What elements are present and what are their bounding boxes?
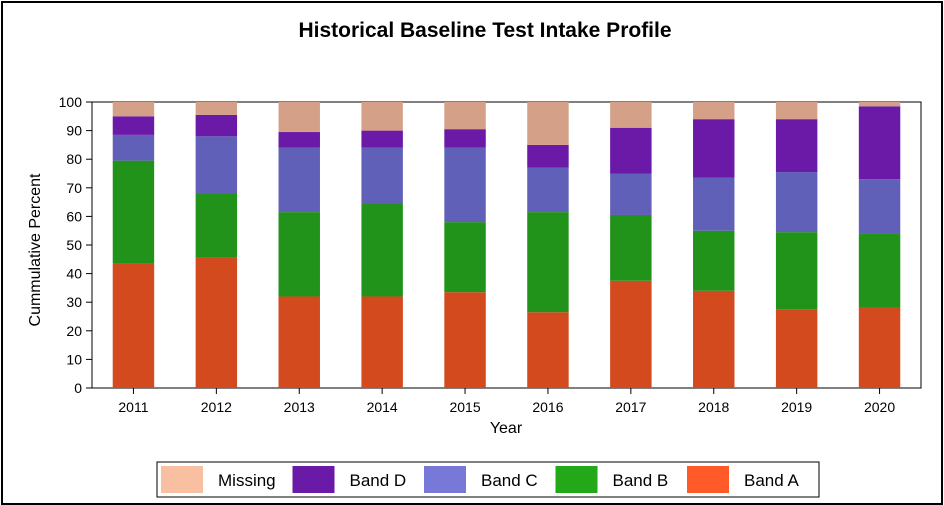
x-tick-label: 2017 [615,399,646,415]
bar-segment-band-a [278,296,320,388]
bar-segment-band-d [693,119,735,178]
bar-segment-band-b [610,214,652,281]
y-tick-label: 70 [66,180,82,196]
bar-segment-band-c [278,147,320,213]
bar-segment-band-b [278,212,320,297]
bar-segment-band-a [195,257,238,388]
bar-segment-band-a [858,307,901,388]
y-tick-label: 10 [66,351,82,367]
bar-segment-band-a [693,290,735,388]
bar-segment-band-c [858,179,901,234]
bar-segment-band-c [361,147,403,204]
bar-segment-missing [858,102,901,107]
x-tick-label: 2011 [118,399,148,415]
bar-segment-band-b [693,230,735,291]
bar-segment-band-b [112,160,155,264]
bar-segment-band-c [610,173,652,215]
bar-segment-missing [527,102,569,145]
bar-segment-band-a [112,263,155,388]
y-tick-label: 60 [66,208,82,224]
y-tick-label: 90 [66,123,82,139]
bar-segment-band-b [361,203,403,297]
bar-segment-missing [361,102,403,131]
bar-segment-missing [278,102,320,133]
legend: Missing Band D Band C Band B Band A [161,466,799,493]
bar-segment-band-c [195,136,238,194]
legend-label: Band C [481,471,538,490]
x-tick-label: 2013 [284,399,315,415]
x-tick-label: 2012 [201,399,232,415]
bar-segment-band-c [775,172,818,233]
y-tick-label: 100 [59,94,83,110]
y-tick-label: 20 [66,323,82,339]
legend-swatch [424,466,466,493]
bar-segment-band-d [278,132,320,148]
y-tick-label: 50 [66,237,82,253]
bar-segment-band-d [361,130,403,148]
legend-swatch [687,466,729,493]
bar-segment-missing [610,102,652,128]
chart-title: Historical Baseline Test Intake Profile [298,19,671,42]
y-tick-label: 40 [66,266,82,282]
bar-segment-missing [444,102,486,130]
x-tick-label: 2015 [449,399,480,415]
x-tick-label: 2014 [367,399,398,415]
bar-segment-band-d [610,127,652,174]
legend-swatch [161,466,203,493]
bar-segment-band-a [527,312,569,388]
bar-segment-band-b [775,232,818,310]
legend-swatch [555,466,598,493]
bar-segment-band-c [527,167,569,213]
bar-segment-band-a [775,309,818,388]
bar-segment-band-a [444,292,486,388]
bar-segment-band-d [858,106,901,180]
bar-segment-band-a [361,296,403,388]
bar-segment-band-b [858,233,901,308]
y-tick-label: 30 [66,294,82,310]
bar-segment-band-a [610,280,652,388]
bar-segment-band-b [527,212,569,313]
legend-label: Missing [218,471,276,490]
bar-segment-band-c [444,147,486,223]
bar-segment-missing [775,102,818,120]
bar-segment-band-c [112,134,155,161]
x-tick-label: 2016 [532,399,563,415]
bar-segment-band-d [527,144,569,168]
bar-segment-missing [693,102,735,120]
x-tick-label: 2020 [864,399,895,415]
legend-swatch [292,466,335,493]
bar-segment-band-b [195,193,238,258]
y-axis-label: Cummulative Percent [27,173,44,327]
bar-segment-band-d [195,114,238,137]
x-axis-label: Year [490,420,523,437]
x-tick-label: 2018 [698,399,729,415]
bar-segment-missing [195,102,238,115]
bar-segment-band-d [775,119,818,173]
y-tick-label: 0 [74,380,82,396]
bar-segment-band-d [444,129,486,148]
x-tick-label: 2019 [781,399,812,415]
y-tick-label: 80 [66,151,82,167]
legend-label: Band B [613,471,669,490]
plot-area: 0 10 20 30 40 50 60 70 80 90 100 2011 2012 2013 2014 20… [59,94,922,415]
bar-segment-band-d [112,116,155,135]
bar-segment-band-b [444,222,486,293]
bar-segment-band-c [693,177,735,231]
legend-label: Band D [350,471,407,490]
legend-label: Band A [744,471,799,490]
bar-segment-missing [112,102,155,117]
